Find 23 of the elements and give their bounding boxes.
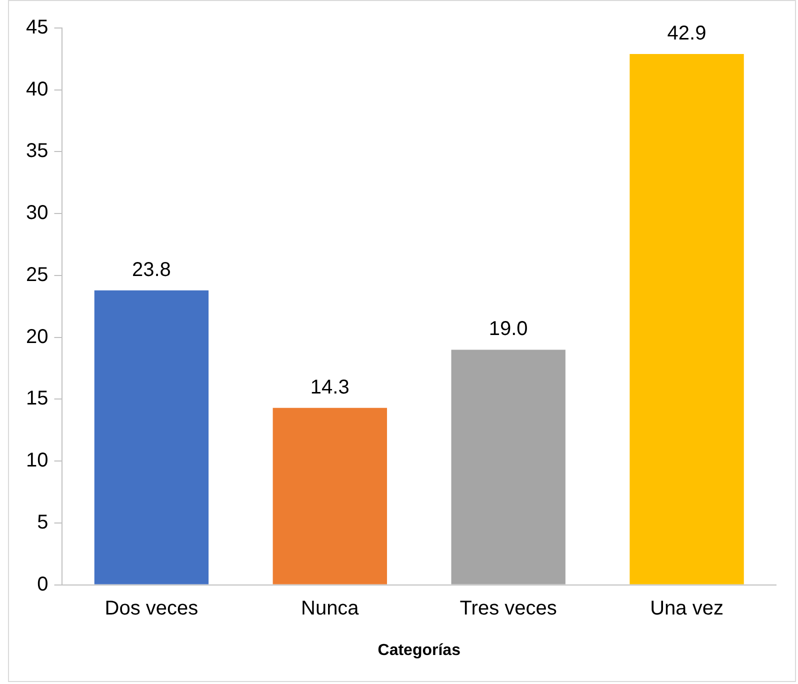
data-label: 42.9	[667, 22, 706, 44]
y-tick-label: 20	[26, 326, 48, 348]
x-tick-label: Una vez	[650, 597, 724, 620]
y-tick-label: 45	[26, 16, 48, 39]
bar	[272, 408, 388, 584]
data-label: 19.0	[488, 318, 528, 340]
bar	[451, 350, 566, 584]
x-tick-label: Nunca	[301, 597, 360, 620]
y-tick-label: 40	[26, 78, 48, 100]
y-tick-label: 10	[26, 450, 48, 472]
y-tick-label: 25	[26, 264, 48, 286]
x-axis-title: Categorías	[378, 642, 461, 659]
data-label: 23.8	[132, 258, 171, 281]
y-tick-label: 5	[37, 511, 48, 534]
bar	[630, 54, 744, 584]
y-tick-label: 30	[26, 202, 48, 224]
x-tick-label: Dos veces	[104, 597, 198, 620]
bar	[94, 290, 209, 584]
y-tick-label: 35	[26, 140, 48, 162]
y-tick-label: 15	[26, 388, 48, 410]
data-label: 14.3	[310, 376, 350, 398]
x-tick-label: Tres veces	[460, 597, 557, 620]
y-tick-label: 0	[37, 573, 48, 596]
